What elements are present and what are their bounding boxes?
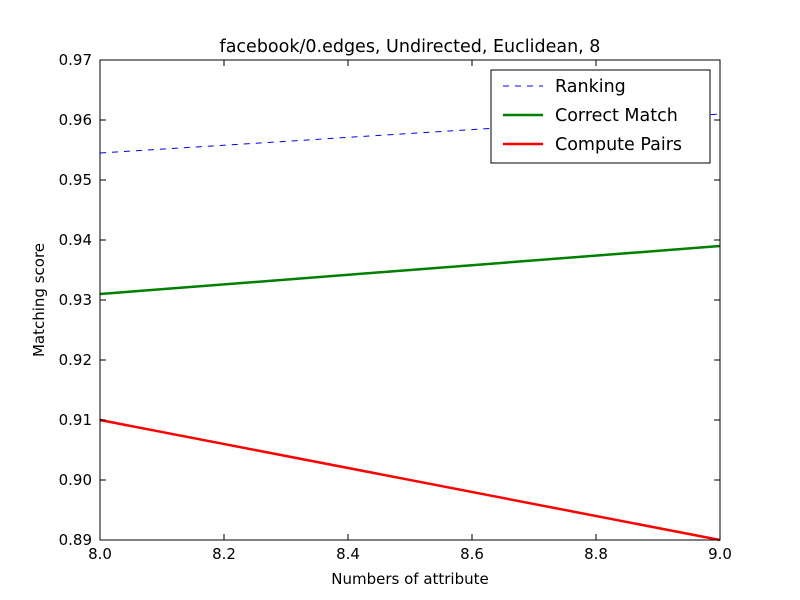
y-tick-label: 0.94 xyxy=(59,231,92,249)
y-axis: 0.97 0.96 0.95 0.94 0.93 0.92 0.91 0.90 0.89 xyxy=(59,51,720,549)
y-tick-label: 0.89 xyxy=(59,531,92,549)
x-tick-label: 9.0 xyxy=(708,545,732,563)
series-line-2 xyxy=(99,244,721,296)
y-tick-label: 0.90 xyxy=(59,471,92,489)
y-tick-label: 0.96 xyxy=(59,111,92,129)
x-tick-label: 8.6 xyxy=(460,545,484,563)
y-tick-label: 0.91 xyxy=(59,411,92,429)
y-tick-label: 0.92 xyxy=(59,351,92,369)
y-tick-label: 0.97 xyxy=(59,51,92,69)
x-tick-label: 8.0 xyxy=(88,545,112,563)
x-axis-title: Numbers of attribute xyxy=(331,570,489,588)
x-tick-label: 8.8 xyxy=(584,545,608,563)
legend-label-1: Ranking xyxy=(555,77,626,97)
y-tick-label: 0.95 xyxy=(59,171,92,189)
series-layer xyxy=(99,113,721,542)
series-line-3 xyxy=(99,418,721,542)
y-tick-label: 0.93 xyxy=(59,291,92,309)
chart-title: facebook/0.edges, Undirected, Euclidean,… xyxy=(220,37,601,57)
legend-label-3: Compute Pairs xyxy=(555,135,682,155)
x-tick-label: 8.2 xyxy=(212,545,236,563)
x-tick-label: 8.4 xyxy=(336,545,360,563)
y-axis-title: Matching score xyxy=(30,243,48,357)
legend: Ranking Correct Match Compute Pairs xyxy=(490,69,711,164)
x-axis: 8.0 8.2 8.4 8.6 8.8 9.0 xyxy=(88,60,732,563)
legend-label-2: Correct Match xyxy=(555,106,678,126)
